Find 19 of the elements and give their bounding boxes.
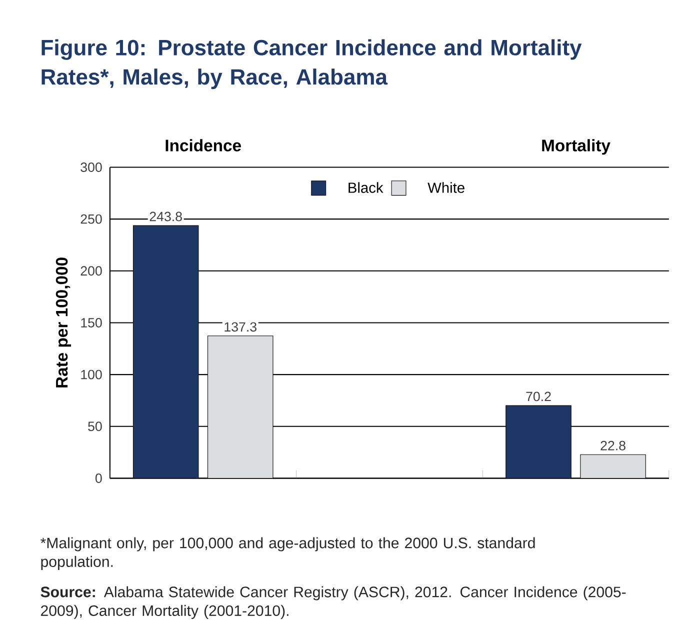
y-tick-label: 50 (88, 422, 102, 432)
y-tick-label: 150 (81, 318, 102, 328)
y-tick-label: 100 (81, 370, 102, 380)
y-axis-title: Rate per 100,000 (56, 258, 71, 388)
text: Source: Alabama Statewide Cancer Registry (ASCR), 2012. Cancer Incidence (2005-2009), Cancer Mortality (2001-2010). (40, 586, 626, 619)
data-label: 70.2 (526, 392, 551, 402)
data-label: 137.3 (224, 322, 256, 332)
y-tick-label: 200 (80, 266, 102, 276)
y-tick-label: 0 (95, 474, 102, 483)
text: *Malignant only, per 100,000 and age-adjusted to the 2000 U.S. standard population. (40, 537, 535, 570)
legend-label: White (428, 182, 464, 193)
x-tick-label: Incidence (166, 139, 241, 152)
data-label: 243.8 (150, 212, 182, 222)
legend-label: Black (348, 182, 384, 193)
y-tick-label: 300 (80, 162, 102, 172)
chart-title: Figure 10: Prostate Cancer Incidence and Mortality Rates*, Males, by Race, Alabama (42, 39, 582, 90)
x-tick-label: Mortality (542, 139, 610, 155)
data-label: 22.8 (600, 440, 626, 450)
y-tick-label: 250 (80, 214, 102, 224)
